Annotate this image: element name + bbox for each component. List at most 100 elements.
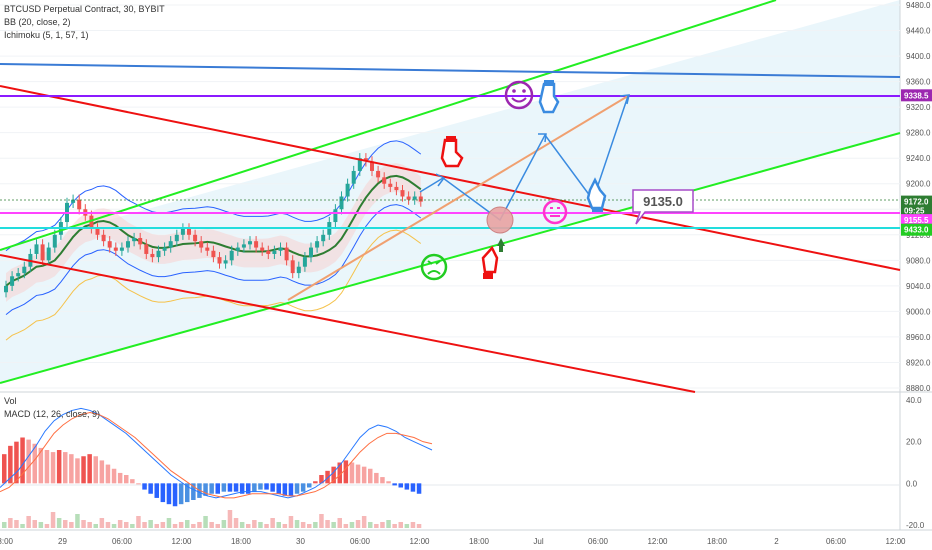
macd-hist-bar xyxy=(32,443,37,484)
bb-lower-line xyxy=(5,204,422,315)
volume-bar xyxy=(337,518,342,528)
macd-hist-bar xyxy=(380,477,385,484)
candle-body xyxy=(162,247,167,251)
price-tag-4 xyxy=(901,223,932,236)
smiley-neutral-icon[interactable] xyxy=(542,199,568,225)
macd-hist-bar xyxy=(361,466,367,484)
price-callout[interactable]: 9135.0 xyxy=(632,189,694,225)
candle-body xyxy=(107,241,112,248)
time-tick-label: 06:00 xyxy=(350,537,371,546)
orange-projection-line[interactable] xyxy=(287,95,629,301)
volume-bar xyxy=(410,522,416,528)
projected-path-line[interactable] xyxy=(419,95,629,222)
red-channel-lower-line[interactable] xyxy=(0,254,696,393)
price-tick-label: 9080.0 xyxy=(906,256,931,265)
signal-line xyxy=(0,411,433,499)
green-channel-lower-line[interactable] xyxy=(0,132,901,384)
volume-bar xyxy=(294,520,300,528)
macd-hist-bar xyxy=(148,483,153,494)
hand-pointing-up-blue-icon[interactable] xyxy=(586,177,607,212)
volume-bar xyxy=(105,522,111,528)
macd-lines xyxy=(0,407,433,499)
price-tick-label: 9040.0 xyxy=(906,282,931,291)
candle-body xyxy=(16,273,21,277)
candle-body xyxy=(205,247,210,251)
macd-hist-bar xyxy=(191,483,196,500)
vol-legend[interactable]: Vol xyxy=(4,396,17,406)
candle-body xyxy=(376,170,381,178)
volume-bar xyxy=(172,524,178,528)
macd-hist-bar xyxy=(276,483,281,494)
bb-legend[interactable]: BB (20, close, 2) xyxy=(4,17,71,27)
price-tick-label: 9200.0 xyxy=(906,180,931,189)
volume-bar xyxy=(8,518,13,528)
macd-hist-bar xyxy=(178,483,184,505)
candle-body xyxy=(388,183,393,187)
volume-bar xyxy=(331,522,336,528)
volume-bar xyxy=(264,524,269,528)
time-tick-label: 18:00 xyxy=(707,537,728,546)
volume-bar xyxy=(282,524,288,528)
candle-body xyxy=(400,190,405,197)
macd-legend[interactable]: MACD (12, 26, close, 9) xyxy=(4,409,101,419)
macd-hist-bar xyxy=(105,464,111,484)
green-up-arrow-icon[interactable] xyxy=(497,238,505,252)
volume-bars xyxy=(2,510,422,528)
macd-hist-bar xyxy=(288,483,294,496)
volume-bar xyxy=(117,520,123,528)
hand-pointing-down-blue-icon[interactable] xyxy=(538,80,560,114)
volume-bar xyxy=(81,520,86,528)
volume-bar xyxy=(404,524,410,528)
candle-body xyxy=(77,199,82,210)
volume-bar xyxy=(136,516,141,528)
hand-pointing-down-red-icon[interactable] xyxy=(440,136,464,168)
blue-resistance-line[interactable] xyxy=(0,63,901,78)
volume-bar xyxy=(325,520,330,528)
arrowhead-3 xyxy=(619,94,630,105)
macd-line xyxy=(0,407,433,499)
candle-body xyxy=(302,257,307,267)
volume-bar xyxy=(398,522,403,528)
time-tick-label: 18:00 xyxy=(0,537,14,546)
bb-basis-line xyxy=(5,174,422,287)
candle-body xyxy=(156,250,161,258)
candle-body xyxy=(284,247,289,261)
volume-bar xyxy=(258,522,263,528)
volume-bar xyxy=(178,522,184,528)
candle-body xyxy=(144,244,149,254)
ichimoku-legend[interactable]: Ichimoku (5, 1, 57, 1) xyxy=(4,30,89,40)
volume-bar xyxy=(75,514,80,528)
volume-bar xyxy=(93,524,98,528)
candle-body xyxy=(101,234,106,242)
macd-hist-bar xyxy=(2,454,7,484)
smiley-happy-icon[interactable] xyxy=(504,80,534,110)
candle-body xyxy=(4,285,8,293)
candle-body xyxy=(235,247,240,251)
symbol-legend[interactable]: BTCUSD Perpetual Contract, 30, BYBIT xyxy=(4,4,165,14)
macd-hist-bar xyxy=(203,483,208,496)
macd-hist-bar xyxy=(282,483,288,496)
candle-body xyxy=(315,241,320,248)
smiley-sad-icon[interactable] xyxy=(420,253,448,281)
bb-upper-line xyxy=(5,140,422,252)
volume-bar xyxy=(349,522,355,528)
projected-path[interactable] xyxy=(419,94,630,222)
candle-body xyxy=(370,161,374,171)
green-channel-upper-line[interactable] xyxy=(0,0,777,251)
macd-hist-bar xyxy=(252,483,257,492)
candle-body xyxy=(40,244,45,261)
candle-body xyxy=(119,247,124,251)
candle-body xyxy=(229,250,234,261)
hand-pointing-up-red-icon[interactable] xyxy=(481,245,499,279)
red-channel-upper-line[interactable] xyxy=(0,85,901,271)
ichimoku-cloud-area xyxy=(6,163,421,302)
candle-body xyxy=(46,247,51,261)
volume-bar xyxy=(319,514,324,528)
candle-body xyxy=(339,196,344,210)
target-circle-marker[interactable] xyxy=(486,206,514,234)
volume-bar xyxy=(288,516,294,528)
macd-hist-bar xyxy=(185,483,190,503)
price-tick-label: 9480.0 xyxy=(906,1,931,10)
volume-bar xyxy=(215,524,220,528)
